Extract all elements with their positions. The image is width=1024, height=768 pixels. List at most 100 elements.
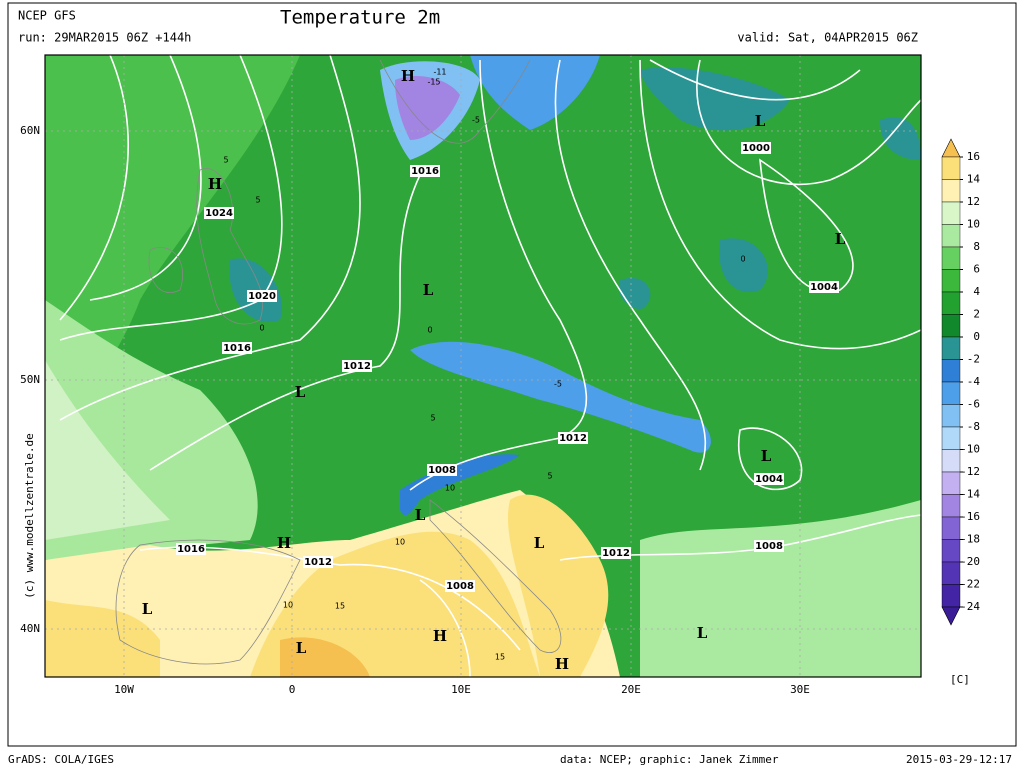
colorbar-band <box>941 561 961 585</box>
coastlines <box>115 59 562 665</box>
field-balkans <box>640 500 921 677</box>
map-border <box>44 54 922 678</box>
colorbar-band <box>941 471 961 495</box>
contour-label: -15 <box>427 78 440 87</box>
isobar <box>737 427 803 491</box>
isobars <box>59 55 921 677</box>
pressure-center: L <box>534 534 545 552</box>
lon-label: 10W <box>114 683 134 696</box>
colorbar-band <box>941 516 961 540</box>
contour-label: 5 <box>255 196 260 205</box>
lon-label: 20E <box>621 683 641 696</box>
colorbar-tick-label: -24 <box>960 600 980 613</box>
pressure-center: L <box>296 639 307 657</box>
contour-label: 5 <box>547 472 552 481</box>
model-name: NCEP GFS <box>18 9 76 23</box>
isobar-label-bg <box>342 360 372 372</box>
field-norway-cold <box>395 75 460 140</box>
isobar-label-bg <box>601 547 631 559</box>
isobar-label: 1016 <box>223 343 251 354</box>
colorbar-band <box>941 494 961 518</box>
contour-label: 15 <box>495 653 505 662</box>
colorbar-band <box>941 584 961 608</box>
colorbar-tick-label: -14 <box>960 488 980 501</box>
graticule <box>45 55 921 677</box>
colorbar-band <box>941 314 961 338</box>
pressure-center: L <box>761 447 772 465</box>
pressure-center: L <box>423 281 434 299</box>
coast-iberia <box>115 539 301 665</box>
coast-italy <box>429 499 562 653</box>
isobar-label: 1004 <box>755 474 783 485</box>
isobar-label: 1024 <box>205 208 233 219</box>
isobar <box>59 55 129 321</box>
colorbar-tick-label: -10 <box>960 443 980 456</box>
run-info: run: 29MAR2015 06Z +144h <box>18 31 191 45</box>
isobar-label-bg <box>754 540 784 552</box>
contour-label: -11 <box>433 68 446 77</box>
field-warm <box>45 494 609 677</box>
contour-label: 5 <box>223 156 228 165</box>
isobar-label: 1012 <box>304 557 332 568</box>
colorbar-tick-label: -22 <box>960 578 980 591</box>
colorbar-band <box>941 246 961 270</box>
colorbar-tick-label: -8 <box>967 420 980 433</box>
field-hot <box>280 637 370 677</box>
isobar-label-bg <box>204 207 234 219</box>
isobar-label-bg <box>741 142 771 154</box>
field-carpathians <box>410 341 711 453</box>
contour-label: -5 <box>554 380 562 389</box>
colorbar-band <box>941 539 961 563</box>
colorbar-tick-label: -6 <box>967 398 980 411</box>
field-sweden <box>470 55 600 130</box>
isobar-label-bg <box>247 290 277 302</box>
isobar-label: 1004 <box>810 282 838 293</box>
colorbar-tick-label: 10 <box>967 218 980 231</box>
colorbar-band <box>941 156 961 180</box>
map-title: Temperature 2m <box>280 7 440 29</box>
pressure-center: L <box>697 624 708 642</box>
pressure-center: H <box>277 534 291 552</box>
pressure-center: L <box>415 506 426 524</box>
isobar <box>149 174 421 471</box>
contour-label: -5 <box>472 116 480 125</box>
isobar-label: 1012 <box>602 548 630 559</box>
colorbar-band <box>941 291 961 315</box>
isobar <box>759 158 854 293</box>
contour-label: 10 <box>283 601 293 610</box>
lon-label: 10E <box>451 683 471 696</box>
contour-label: 10 <box>445 484 455 493</box>
colorbar-tick-label: -20 <box>960 555 980 568</box>
isobar <box>139 546 521 651</box>
isobar-label: 1012 <box>343 361 371 372</box>
colorbar-band <box>941 426 961 450</box>
colorbar-tick-label: 0 <box>973 330 980 343</box>
colorbar-tick-label: -12 <box>960 465 980 478</box>
footer-timestamp: 2015-03-29-12:17 <box>906 753 1012 766</box>
isobar-label: 1000 <box>742 143 770 154</box>
isobar-label-bg <box>410 165 440 177</box>
isobar <box>639 59 921 350</box>
colorbar-tick-label: -16 <box>960 510 980 523</box>
lon-label: 0 <box>289 683 296 696</box>
contour-label: 10 <box>395 538 405 547</box>
contour-label: 0 <box>427 326 432 335</box>
contour-label: 15 <box>335 602 345 611</box>
colorbar-under <box>941 606 961 626</box>
isobar-label-bg <box>809 281 839 293</box>
isobar-label-bg <box>176 543 206 555</box>
colorbar-band <box>941 381 961 405</box>
colorbar-band <box>941 224 961 248</box>
isobar-label: 1016 <box>411 166 439 177</box>
pressure-center: L <box>835 230 846 248</box>
isobar-label-bg <box>754 473 784 485</box>
lon-label: 30E <box>790 683 810 696</box>
coast-scandinavia <box>379 59 531 144</box>
isobar-label-bg <box>558 432 588 444</box>
isobar <box>419 579 471 677</box>
isobar <box>554 59 706 471</box>
isobar <box>59 55 361 421</box>
colorbar: 16 14 12 10 8 6 4 2 0 -2 -4 -6 -8 -10 -12 -14 -16 -18 -20 -… <box>941 138 980 686</box>
isobar-label-bg <box>303 556 333 568</box>
